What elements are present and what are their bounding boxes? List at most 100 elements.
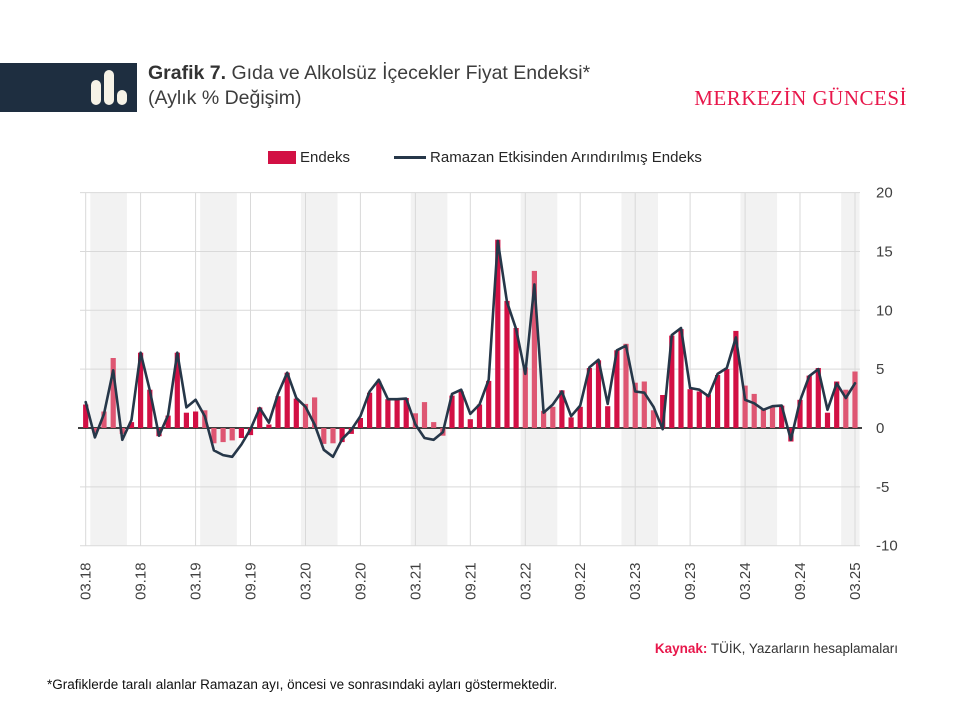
chart-number: Grafik 7.	[148, 62, 227, 84]
endeks-bar	[623, 343, 629, 428]
y-tick-label: 0	[876, 420, 884, 437]
endeks-bar	[101, 411, 107, 428]
endeks-bar	[367, 392, 373, 428]
legend-item-adjusted: Ramazan Etkisinden Arındırılmış Endeks	[394, 149, 702, 166]
y-tick-label: 5	[876, 361, 884, 378]
x-tick-label: 09.18	[133, 562, 150, 600]
endeks-bar	[458, 391, 464, 428]
endeks-bar	[229, 428, 235, 441]
x-tick-label: 03.24	[737, 562, 754, 600]
endeks-bar	[678, 329, 684, 428]
endeks-bar	[824, 412, 831, 428]
source-note: Kaynak: TÜİK, Yazarların hesaplamaları	[654, 641, 898, 656]
x-tick-label: 03.18	[78, 562, 95, 600]
endeks-bar	[586, 368, 592, 428]
endeks-bar	[357, 418, 363, 428]
x-tick-label: 03.23	[627, 562, 644, 600]
x-tick-label: 03.22	[517, 562, 534, 600]
y-tick-label: -10	[876, 538, 898, 555]
endeks-bar	[275, 396, 281, 428]
endeks-bar	[715, 375, 721, 428]
endeks-bar	[641, 381, 647, 428]
footnote: *Grafiklerde taralı alanlar Ramazan ayı,…	[47, 677, 558, 692]
endeks-bar	[669, 335, 675, 428]
endeks-bar	[257, 407, 263, 428]
endeks-bar	[403, 398, 409, 428]
x-tick-label: 09.22	[572, 562, 589, 600]
endeks-bar	[138, 352, 144, 428]
endeks-bar	[183, 412, 189, 428]
endeks-bar	[302, 403, 309, 428]
endeks-bar	[733, 330, 739, 428]
endeks-bar	[687, 389, 693, 428]
x-tick-label: 09.24	[792, 562, 809, 600]
y-tick-label: 20	[876, 185, 893, 202]
x-tick-label: 03.21	[407, 562, 424, 600]
endeks-bar	[632, 382, 638, 428]
x-tick-label: 09.19	[243, 562, 260, 600]
endeks-bar	[193, 411, 199, 428]
endeks-bar	[266, 424, 272, 428]
endeks-bar	[421, 402, 428, 428]
endeks-bar	[531, 270, 537, 428]
endeks-bar	[724, 369, 730, 428]
bar-series-label: Endeks	[300, 149, 351, 166]
x-tick-label: 09.21	[462, 562, 479, 600]
endeks-bar	[769, 406, 776, 428]
endeks-bar	[806, 375, 812, 428]
y-tick-label: 10	[876, 302, 893, 319]
endeks-bar	[760, 409, 766, 428]
endeks-bar	[211, 428, 217, 444]
endeks-bar	[238, 428, 244, 438]
endeks-bar	[394, 399, 400, 428]
endeks-bar	[174, 352, 180, 428]
endeks-bar	[128, 422, 135, 428]
endeks-bar	[577, 406, 583, 428]
endeks-bar	[696, 391, 702, 428]
endeks-bar	[495, 239, 501, 428]
endeks-bar	[83, 404, 89, 428]
endeks-bar	[568, 417, 574, 428]
endeks-bar	[284, 372, 290, 428]
endeks-bar	[467, 419, 473, 428]
endeks-bar	[165, 415, 171, 428]
chart-title-line1: Grafik 7. Gıda ve Alkolsüz İçecekler Fiy…	[148, 62, 591, 84]
adjusted-line	[84, 239, 857, 459]
bar-chart-icon	[91, 70, 127, 105]
bar-series-swatch	[268, 151, 296, 164]
endeks-bar	[660, 395, 666, 428]
endeks-bar	[559, 390, 565, 428]
endeks-bar	[385, 399, 391, 428]
chart-title: Grafik 7. Gıda ve Alkolsüz İçecekler Fiy…	[148, 61, 708, 111]
y-tick-label: 15	[876, 244, 893, 261]
endeks-bar	[605, 406, 611, 428]
x-tick-label: 03.20	[298, 562, 315, 600]
endeks-bar	[486, 380, 492, 428]
endeks-bar	[614, 350, 620, 428]
endeks-bar	[779, 405, 785, 428]
x-tick-label: 03.25	[847, 562, 864, 600]
endeks-bar	[293, 398, 299, 428]
site-logo	[0, 63, 137, 112]
endeks-bar	[522, 367, 528, 428]
endeks-bar	[650, 410, 657, 428]
line-series-label: Ramazan Etkisinden Arındırılmış Endeks	[430, 149, 702, 166]
endeks-bar	[220, 428, 226, 443]
legend-item-endeks: Endeks	[268, 149, 350, 166]
endeks-bar	[376, 381, 382, 428]
y-tick-label: -5	[876, 479, 889, 496]
endeks-bar	[330, 428, 336, 444]
x-tick-label: 09.20	[352, 562, 369, 600]
endeks-bar	[431, 422, 437, 428]
endeks-bar	[312, 397, 318, 428]
endeks-bar	[843, 389, 849, 428]
endeks-bar	[797, 399, 803, 428]
endeks-bar	[705, 394, 711, 428]
endeks-bar	[92, 428, 98, 433]
endeks-bar	[834, 381, 840, 428]
endeks-bar	[339, 428, 345, 443]
chart-legend: Endeks Ramazan Etkisinden Arındırılmış E…	[268, 149, 732, 166]
x-tick-label: 03.19	[188, 562, 205, 600]
endeks-bar	[815, 368, 821, 428]
